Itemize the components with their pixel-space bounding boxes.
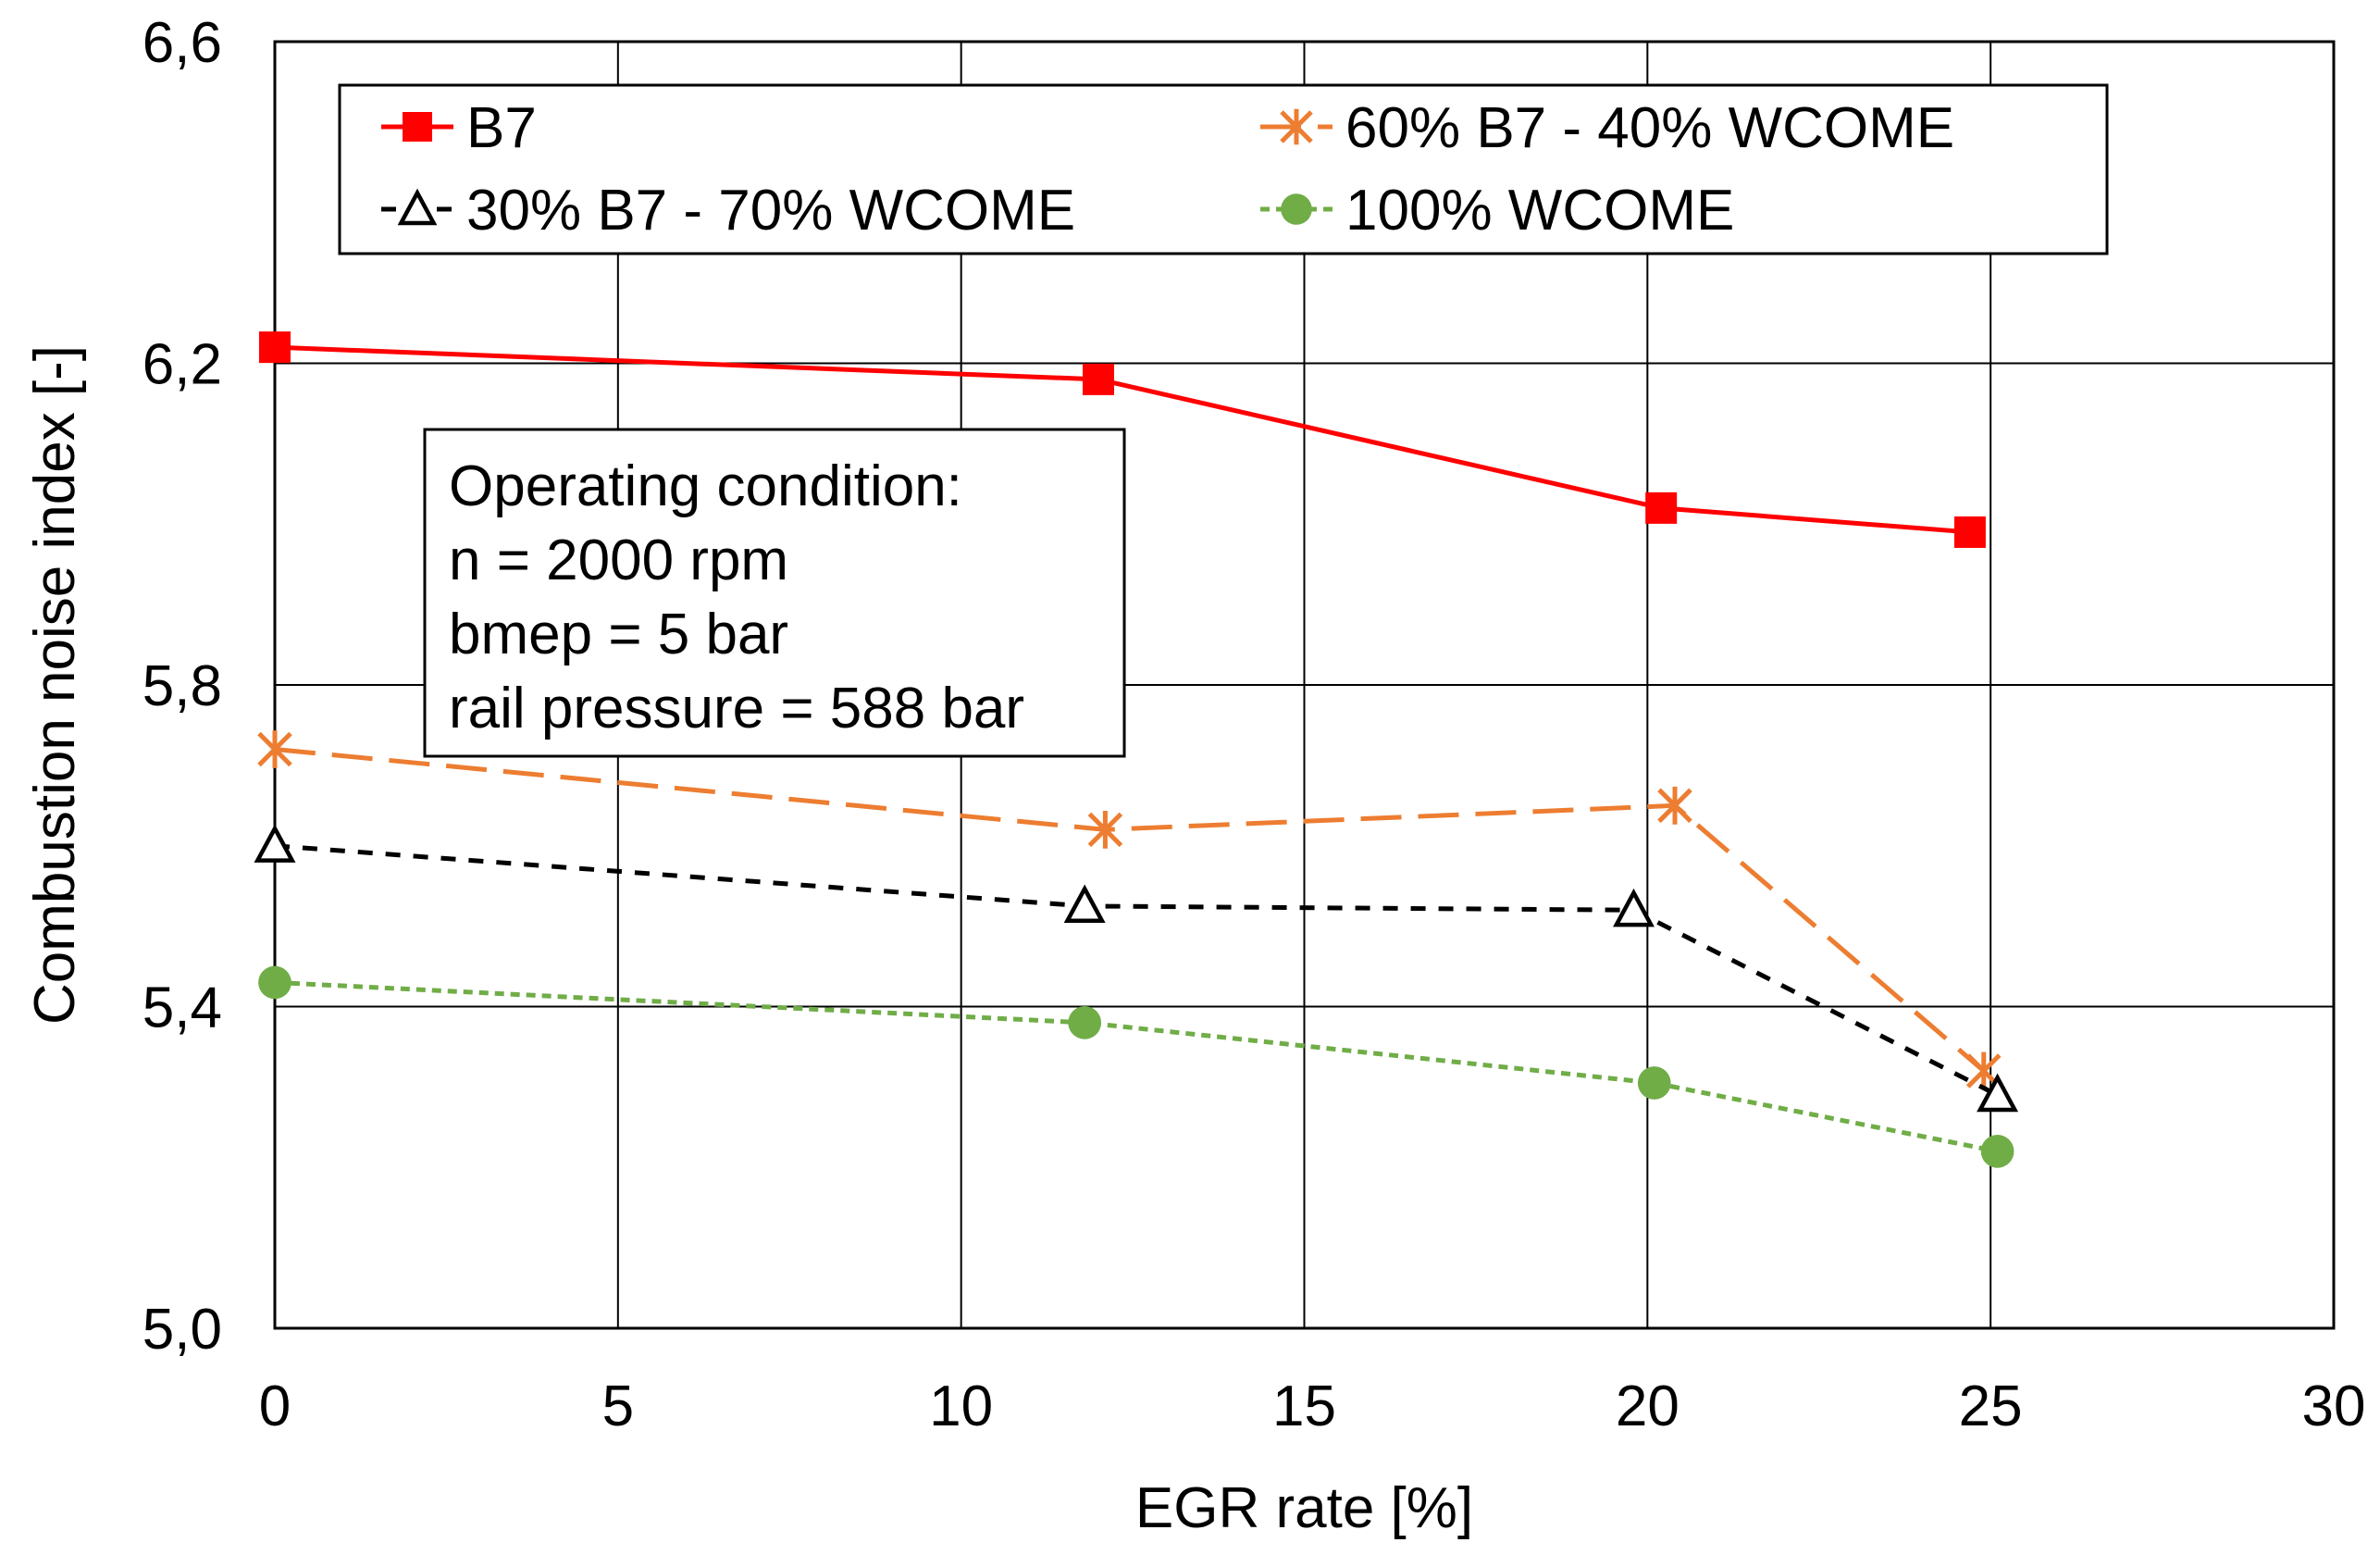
legend-label: 30% B7 - 70% WCOME	[466, 179, 1075, 243]
y-tick-label: 5,0	[143, 1298, 222, 1362]
data-point	[1063, 884, 1106, 924]
x-tick-label: 5	[602, 1375, 634, 1438]
x-tick-label: 30	[2302, 1375, 2366, 1438]
series-line	[274, 843, 1999, 1098]
data-point	[1637, 1066, 1671, 1100]
legend-swatch-marker	[1281, 193, 1312, 225]
operating-condition-box: Operating condition: n = 2000 rpm bmep = 5…	[423, 428, 1126, 758]
series-line	[274, 747, 1986, 1073]
y-tick-label: 6,2	[143, 333, 222, 397]
plot-area-border	[273, 40, 2336, 1330]
data-point	[1068, 1006, 1102, 1039]
data-point	[1657, 786, 1692, 825]
data-point	[1613, 888, 1655, 927]
x-tick-label: 15	[1272, 1375, 1336, 1438]
annotation-line: Operating condition:	[449, 454, 962, 518]
legend-item: 60% B7 - 40% WCOME	[1260, 96, 1954, 160]
annotation-line: rail pressure = 588 bar	[449, 677, 1024, 740]
y-axis-label: Combustion noise index [-]	[23, 345, 87, 1025]
y-tick-label: 5,4	[143, 977, 222, 1040]
series-line	[274, 344, 1971, 535]
annotation-frame	[423, 428, 1126, 758]
y-tick-label: 5,8	[143, 654, 222, 718]
data-point	[1087, 810, 1123, 849]
data-point	[1980, 1135, 2014, 1168]
x-tick-label: 0	[259, 1375, 291, 1438]
annotation-line: n = 2000 rpm	[449, 529, 788, 592]
series-2	[254, 824, 2019, 1113]
data-point	[1977, 1073, 2019, 1113]
y-tick-label: 6,6	[143, 11, 222, 75]
legend: B7 60% B7 - 40% WCOME 30% B7 - 70% WCOME 10…	[338, 83, 2109, 255]
x-tick-label: 25	[1959, 1375, 2023, 1438]
legend-label: 60% B7 - 40% WCOME	[1345, 96, 1954, 160]
x-tick-label: 10	[929, 1375, 993, 1438]
data-point	[1953, 516, 1986, 548]
series-0	[259, 331, 1986, 548]
series-line	[274, 979, 1999, 1154]
legend-swatch-marker	[403, 112, 432, 142]
legend-frame	[338, 83, 2109, 255]
legend-item: 30% B7 - 70% WCOME	[381, 179, 1075, 243]
annotation-line: bmep = 5 bar	[449, 603, 788, 666]
tick-labels: 0 5 10 15 20 25 30 5,0 5,4 5,8 6,2 6,6	[143, 11, 2366, 1438]
legend-item: 100% WCOME	[1260, 179, 1734, 243]
series-3	[258, 965, 2014, 1168]
legend-swatch-marker	[1280, 108, 1313, 145]
legend-item: B7	[381, 96, 537, 160]
data-point	[1645, 491, 1678, 524]
legend-label: B7	[466, 96, 537, 160]
legend-label: 100% WCOME	[1345, 179, 1734, 243]
series-1	[257, 730, 2002, 1090]
x-axis-label: EGR rate [%]	[1135, 1476, 1473, 1540]
data-point	[259, 331, 291, 364]
data-point	[257, 730, 292, 768]
series-layer	[254, 331, 2019, 1168]
legend-swatch-marker	[397, 188, 438, 226]
data-point	[258, 965, 291, 1000]
data-point	[254, 824, 296, 863]
data-point	[1083, 363, 1114, 395]
x-tick-label: 20	[1616, 1375, 1680, 1438]
